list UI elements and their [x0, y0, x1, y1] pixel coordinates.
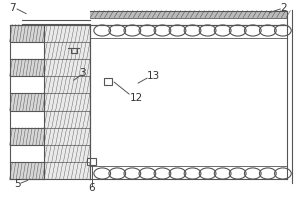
Bar — [44, 128, 90, 145]
Bar — [90, 11, 287, 18]
Bar — [44, 59, 90, 76]
Bar — [44, 42, 90, 59]
Bar — [44, 93, 90, 111]
Bar — [44, 145, 90, 162]
Bar — [104, 78, 112, 85]
Bar — [10, 25, 44, 42]
Text: 2: 2 — [280, 3, 287, 13]
Text: 6: 6 — [88, 183, 95, 193]
Bar — [44, 25, 90, 42]
Text: 3: 3 — [80, 68, 86, 78]
Bar — [10, 128, 44, 145]
Bar — [10, 59, 44, 76]
Bar — [87, 158, 96, 165]
Bar — [10, 162, 44, 179]
Bar — [44, 111, 90, 128]
Text: 13: 13 — [146, 71, 160, 81]
Bar — [44, 162, 90, 179]
Text: 5: 5 — [14, 179, 20, 189]
Text: 12: 12 — [130, 93, 143, 103]
Text: 7: 7 — [9, 3, 16, 13]
Bar — [44, 76, 90, 93]
Bar — [10, 93, 44, 111]
